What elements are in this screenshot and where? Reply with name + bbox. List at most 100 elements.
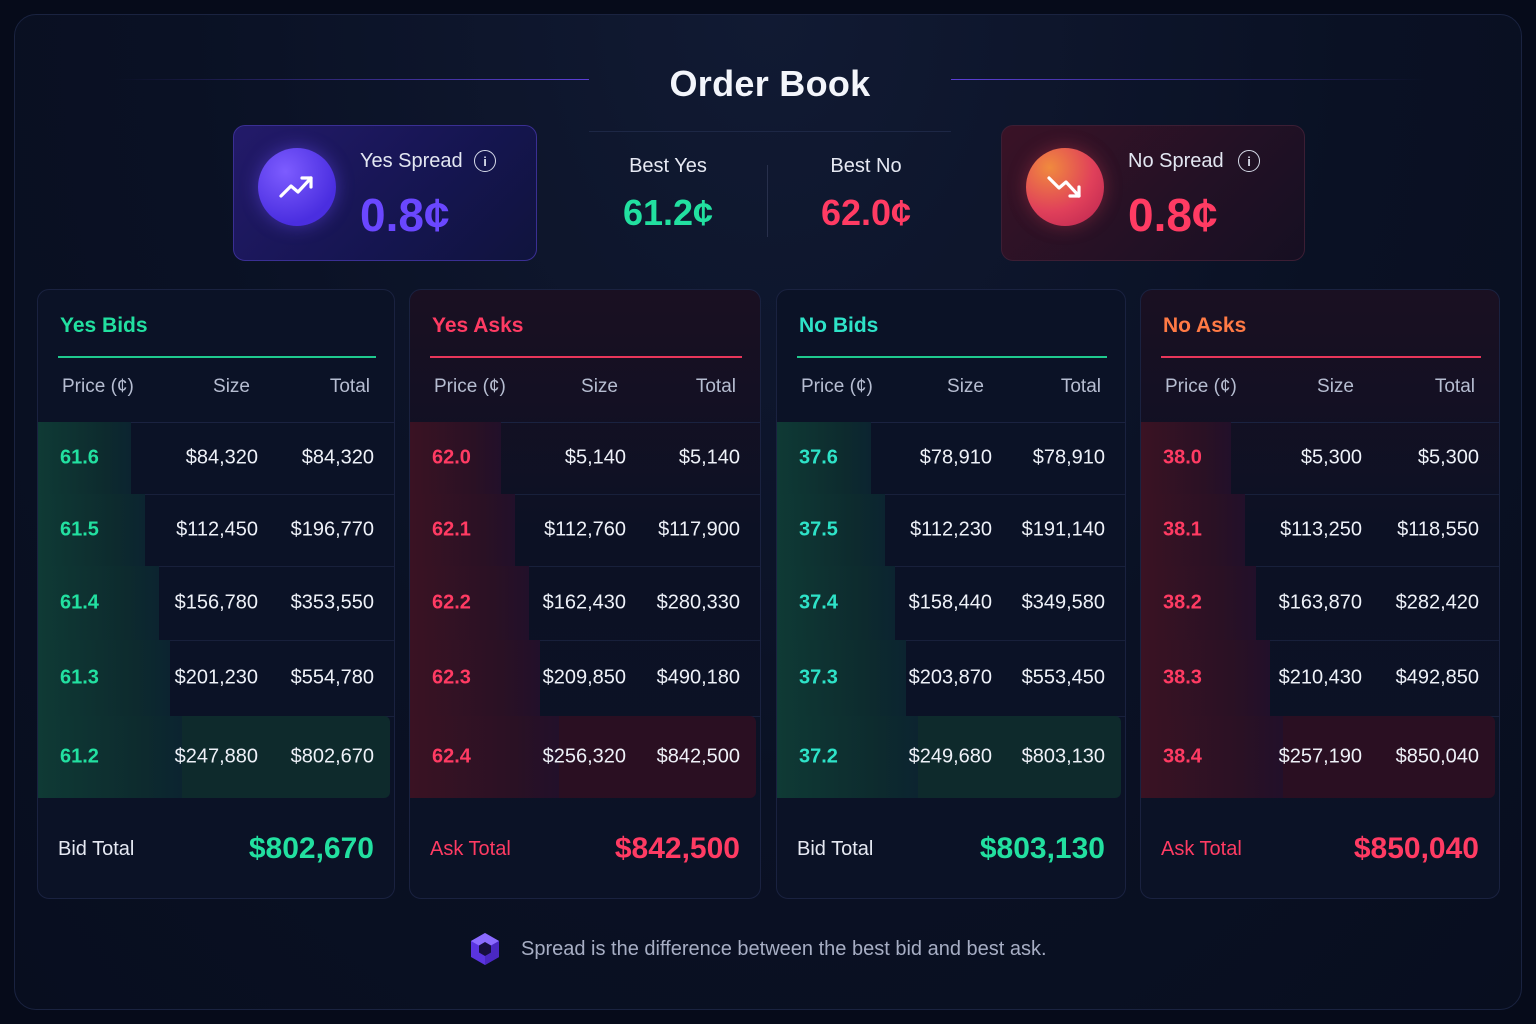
row-price: 62.2 (432, 591, 471, 614)
panel-total-value: $802,670 (248, 832, 374, 865)
order-row[interactable]: 37.4 $158,440 $349,580 (777, 566, 1125, 640)
row-price: 37.5 (799, 518, 838, 541)
yes-spread-value: 0.8¢ (360, 189, 450, 241)
panel-total-label: Bid Total (797, 838, 874, 860)
column-header-price[interactable]: Price (¢) (434, 376, 506, 397)
depth-bar (38, 422, 131, 494)
column-header-total[interactable]: Total (1434, 376, 1475, 397)
panel-total-label: Bid Total (58, 838, 135, 860)
order-row[interactable]: 62.0 $5,140 $5,140 (410, 422, 760, 494)
panel-total-label: Ask Total (430, 838, 511, 860)
panel-total-value: $842,500 (614, 832, 740, 865)
depth-bar (410, 716, 559, 798)
order-row[interactable]: 37.5 $112,230 $191,140 (777, 494, 1125, 566)
order-row[interactable]: 62.1 $112,760 $117,900 (410, 494, 760, 566)
row-size: $203,870 (908, 666, 992, 689)
order-row[interactable]: 62.4 $256,320 $842,500 (410, 716, 756, 798)
column-header-total[interactable]: Total (1060, 376, 1101, 397)
order-row[interactable]: 62.2 $162,430 $280,330 (410, 566, 760, 640)
row-size: $256,320 (542, 745, 626, 768)
row-size: $257,190 (1278, 745, 1362, 768)
row-divider (777, 640, 1125, 641)
depth-bar (777, 640, 906, 716)
order-row[interactable]: 61.5 $112,450 $196,770 (38, 494, 394, 566)
panel-title-underline (797, 356, 1107, 358)
row-total: $553,450 (1021, 666, 1105, 689)
order-row[interactable]: 61.3 $201,230 $554,780 (38, 640, 394, 716)
row-size: $201,230 (174, 666, 258, 689)
order-row[interactable]: 61.6 $84,320 $84,320 (38, 422, 394, 494)
panel-title: No Asks (1163, 314, 1247, 337)
column-header-size[interactable]: Size (1317, 376, 1354, 397)
row-size: $249,680 (908, 745, 992, 768)
row-divider (410, 494, 760, 495)
row-divider (38, 640, 394, 641)
panel-title-underline (430, 356, 742, 358)
row-price: 37.3 (799, 666, 838, 689)
row-size: $112,450 (176, 518, 258, 541)
depth-bar (777, 494, 885, 566)
row-divider (1141, 640, 1499, 641)
row-total: $196,770 (290, 518, 374, 541)
order-row[interactable]: 37.2 $249,680 $803,130 (777, 716, 1121, 798)
row-size: $158,440 (908, 591, 992, 614)
panel-total-label: Ask Total (1161, 838, 1242, 860)
panel-no-bids: No Bids Price (¢) Size Total 37.6 $78,910 $78,… (776, 289, 1126, 899)
footer-note: Spread is the difference between the bes… (467, 929, 1047, 969)
depth-bar (410, 640, 540, 716)
column-header-price[interactable]: Price (¢) (801, 376, 873, 397)
best-no-label: Best No (830, 155, 902, 177)
row-size: $84,320 (185, 446, 258, 469)
order-row[interactable]: 38.2 $163,870 $282,420 (1141, 566, 1499, 640)
panel-title: Yes Bids (60, 314, 148, 337)
row-total: $84,320 (301, 446, 374, 469)
order-row[interactable]: 37.6 $78,910 $78,910 (777, 422, 1125, 494)
info-icon[interactable]: i (1238, 150, 1260, 172)
row-total: $802,670 (290, 745, 374, 768)
row-size: $112,230 (910, 518, 992, 541)
row-total: $803,130 (1021, 745, 1105, 768)
row-total: $280,330 (656, 591, 740, 614)
order-row[interactable]: 38.4 $257,190 $850,040 (1141, 716, 1495, 798)
row-size: $210,430 (1278, 666, 1362, 689)
row-total: $5,300 (1417, 446, 1479, 469)
row-divider (38, 566, 394, 567)
row-size: $163,870 (1278, 591, 1362, 614)
order-row[interactable]: 37.3 $203,870 $553,450 (777, 640, 1125, 716)
no-spread-card: No Spread i 0.8¢ (1001, 125, 1305, 261)
order-row[interactable]: 38.1 $113,250 $118,550 (1141, 494, 1499, 566)
column-header-size[interactable]: Size (213, 376, 250, 397)
title-divider-left (115, 79, 589, 80)
row-total: $117,900 (658, 518, 740, 541)
row-size: $209,850 (542, 666, 626, 689)
order-row[interactable]: 62.3 $209,850 $490,180 (410, 640, 760, 716)
hexagon-cube-icon (471, 933, 499, 965)
panel-total-value: $803,130 (979, 832, 1105, 865)
info-icon[interactable]: i (474, 150, 496, 172)
column-header-price[interactable]: Price (¢) (62, 376, 134, 397)
yes-spread-card: Yes Spread i 0.8¢ (233, 125, 537, 261)
row-total: $78,910 (1032, 446, 1105, 469)
no-spread-label: No Spread (1128, 150, 1224, 172)
row-size: $247,880 (174, 745, 258, 768)
column-header-size[interactable]: Size (947, 376, 984, 397)
row-price: 61.3 (60, 666, 99, 689)
column-header-price[interactable]: Price (¢) (1165, 376, 1237, 397)
order-row[interactable]: 38.3 $210,430 $492,850 (1141, 640, 1499, 716)
row-price: 37.2 (799, 745, 838, 768)
column-header-total[interactable]: Total (695, 376, 736, 397)
depth-bar (1141, 640, 1270, 716)
order-row[interactable]: 61.4 $156,780 $353,550 (38, 566, 394, 640)
best-no: Best No 62.0¢ (781, 155, 951, 234)
row-total: $282,420 (1395, 591, 1479, 614)
row-divider (38, 494, 394, 495)
order-row[interactable]: 38.0 $5,300 $5,300 (1141, 422, 1499, 494)
best-divider (767, 165, 768, 237)
column-header-size[interactable]: Size (581, 376, 618, 397)
column-header-total[interactable]: Total (329, 376, 370, 397)
row-price: 37.4 (799, 591, 838, 614)
row-total: $5,140 (678, 446, 740, 469)
order-row[interactable]: 61.2 $247,880 $802,670 (38, 716, 390, 798)
depth-bar (38, 494, 145, 566)
row-total: $842,500 (656, 745, 740, 768)
